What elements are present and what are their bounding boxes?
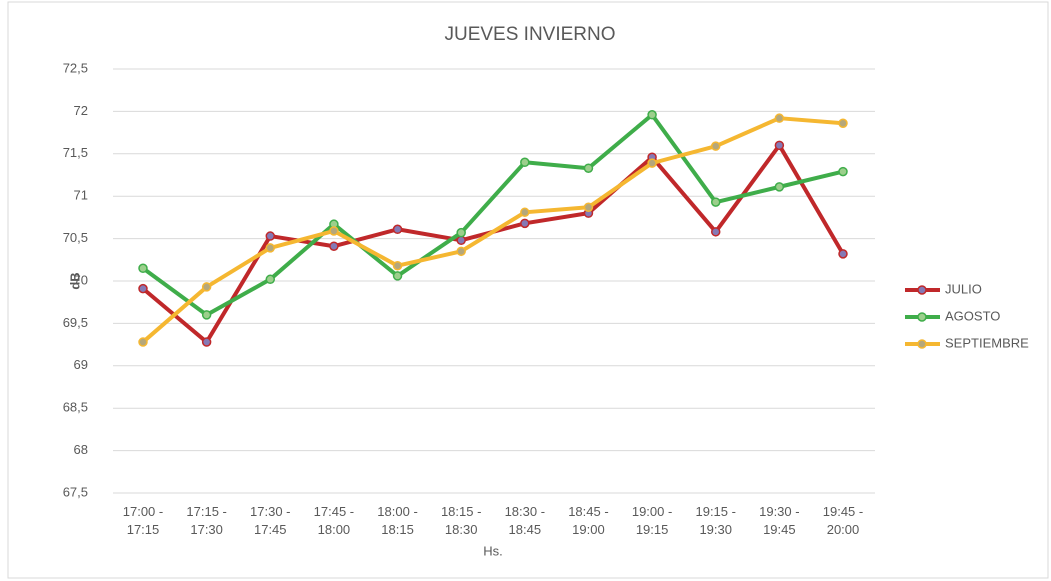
data-point [774,140,785,151]
data-point [838,249,848,259]
x-tick-label: 19:30 -19:45 [759,504,799,537]
data-point [456,246,466,257]
y-tick-label: 70,5 [63,230,88,245]
x-tick-label: 18:15 -18:30 [441,504,481,537]
data-point [774,113,785,123]
data-point [201,310,212,320]
data-point [710,141,721,151]
data-point [138,337,148,347]
data-point [392,260,403,271]
y-tick-label: 67,5 [63,484,88,499]
y-tick-label: 71 [74,188,88,203]
data-point [265,243,276,253]
data-point [456,235,466,246]
data-point [520,157,530,168]
y-tick-label: 68 [74,442,88,457]
x-tick-label: 18:30 -18:45 [505,504,545,537]
data-point [265,274,276,285]
data-point [520,218,530,229]
data-point [138,283,148,294]
data-point [329,226,339,236]
x-tick-label: 17:15 -17:30 [186,504,226,537]
data-point [583,202,594,212]
data-point [456,227,466,238]
y-axis-title: dB [67,272,82,289]
data-point [392,224,403,235]
data-point [201,282,212,292]
legend-label: AGOSTO [945,308,1000,323]
data-point [647,110,657,120]
legend-label: SEPTIEMBRE [945,335,1029,350]
x-tick-label: 17:30 -17:45 [250,504,290,537]
data-point [329,241,339,251]
chart-border [7,1,1049,579]
series-line [141,112,844,317]
legend-marker [917,285,927,295]
y-tick-label: 72 [74,103,88,118]
data-point [201,337,212,347]
y-tick-label: 70 [74,272,88,287]
x-tick-label: 18:45 -19:00 [568,504,608,537]
data-point [392,271,403,281]
legend-label: JULIO [945,281,982,296]
legend-marker [917,339,927,349]
data-point [710,197,721,207]
chart-title: JUEVES INVIERNO [444,24,615,45]
y-tick-label: 69,5 [63,315,88,330]
y-tick-label: 72,5 [63,60,88,75]
x-tick-label: 17:45 -18:00 [314,504,354,537]
y-tick-label: 68,5 [63,400,88,415]
data-point [838,118,848,129]
data-point [710,227,721,237]
data-point [265,231,276,241]
x-tick-label: 19:00 -19:15 [632,504,672,537]
data-point [647,158,657,168]
x-tick-label: 18:00 -18:15 [377,504,417,537]
y-tick-label: 69 [74,357,88,372]
x-tick-label: 19:45 -20:00 [823,504,863,537]
data-point [774,182,785,192]
data-point [138,263,148,274]
x-tick-label: 19:15 -19:30 [695,504,735,537]
data-point [583,163,594,173]
y-tick-label: 71,5 [63,145,88,160]
x-tick-label: 17:00 -17:15 [123,504,163,537]
x-axis-title: Hs. [483,543,503,558]
series-line [141,116,844,344]
data-point [520,207,530,218]
legend-marker [917,312,927,322]
data-point [838,166,848,177]
